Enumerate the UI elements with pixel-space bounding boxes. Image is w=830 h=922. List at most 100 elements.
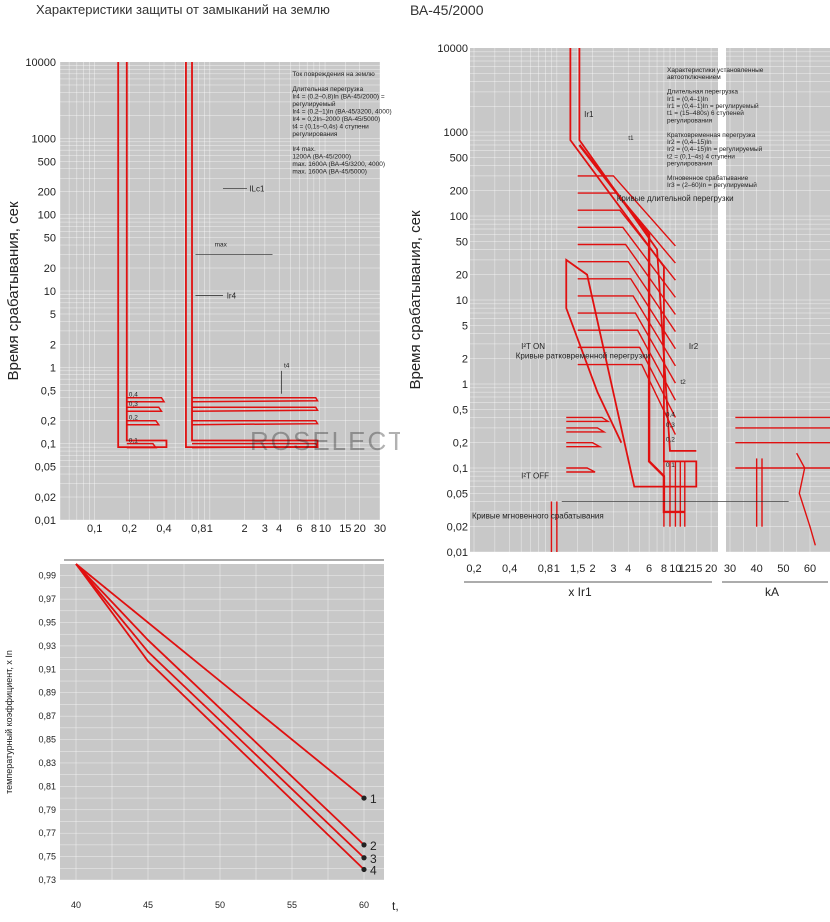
y-tick-label: 0,1 xyxy=(41,439,56,451)
x-tick-label: 0,8 xyxy=(191,523,206,535)
legend-line: Ir2 = (0,4–15)In = регулируемый xyxy=(667,145,763,153)
legend-line: автоотключением xyxy=(667,74,721,81)
y-tick-label: 0,1 xyxy=(453,463,468,475)
annotation-ir2: Ir2 xyxy=(689,342,699,351)
step-label: 0,4 xyxy=(666,411,675,418)
y-tick-label: 1 xyxy=(462,379,468,391)
y-tick-label: 0,75 xyxy=(38,852,56,862)
long-step-curve xyxy=(577,243,676,315)
step-band-low xyxy=(126,442,158,449)
y-tick-label: 200 xyxy=(38,187,56,199)
x-tick-label: 20 xyxy=(354,523,366,535)
x-tick-label: 55 xyxy=(287,900,297,910)
y-tick-label: 10000 xyxy=(25,57,56,69)
step-label: 0,3 xyxy=(129,401,138,408)
y-tick-label: 0,83 xyxy=(38,758,56,768)
step-label: 0,2 xyxy=(666,437,675,444)
x-tick-label: 2 xyxy=(589,563,595,575)
y-tick-label: 0,5 xyxy=(453,404,468,416)
y-tick-label: 0,02 xyxy=(447,522,468,534)
x-tick-label-ka: 40 xyxy=(751,563,763,575)
y-tick-label: 100 xyxy=(450,211,468,223)
x-tick-label-ka: 30 xyxy=(724,563,736,575)
legend-line: регулируемый xyxy=(292,100,336,108)
x-axis-title: t, °C xyxy=(392,899,400,913)
y-tick-label: 0,01 xyxy=(447,547,468,559)
y-tick-label: 10 xyxy=(44,286,56,298)
x-tick-label: 0,2 xyxy=(122,523,137,535)
x-tick-label: 15 xyxy=(690,563,702,575)
short-step-left xyxy=(566,442,603,448)
y-tick-label: 0,85 xyxy=(38,735,56,745)
y-axis-title: температурный коэффициент, x In xyxy=(4,650,14,794)
series-endpoint xyxy=(361,842,367,848)
x-tick-label: 10 xyxy=(319,523,331,535)
series-label: 4 xyxy=(370,863,377,877)
annotation-t2: t2 xyxy=(680,379,686,386)
long-step-curve xyxy=(577,226,676,298)
long-overload-inner xyxy=(578,48,697,452)
step-label: 0,2 xyxy=(129,415,138,422)
y-tick-label: 0,02 xyxy=(35,492,56,504)
legend-line: 1200A (ВА-45/2000) xyxy=(292,154,351,161)
x-tick-label: 1,5 xyxy=(570,563,585,575)
legend-line: Ir3 = (2–60)In = регулируемый xyxy=(667,181,757,189)
legend-line: Мгновенное срабатывание xyxy=(667,174,749,182)
y-tick-label: 0,81 xyxy=(38,781,56,791)
series-label: 3 xyxy=(370,852,377,866)
step-label: 0,1 xyxy=(129,438,138,445)
y-tick-label: 50 xyxy=(456,236,468,248)
y-tick-label: 100 xyxy=(38,210,56,222)
x-tick-label: 4 xyxy=(625,563,631,575)
legend-line: Ir4 = (0,2–1)In (ВА-45/3200, 4000) xyxy=(292,109,391,116)
x-tick-label: 4 xyxy=(276,523,282,535)
series-label: 1 xyxy=(370,792,377,806)
y-tick-label: 0,87 xyxy=(38,711,56,721)
y-tick-label: 1 xyxy=(50,362,56,374)
annotation-long-curves: Кривые длительной перегрузки xyxy=(617,194,734,203)
y-tick-label: 5 xyxy=(50,309,56,321)
ground-fault-title: Характеристики защиты от замыканий на зе… xyxy=(36,2,330,17)
short-step-left xyxy=(566,416,611,423)
y-tick-label: 20 xyxy=(44,263,56,275)
y-tick-label: 0,97 xyxy=(38,594,56,604)
annotation-max: max xyxy=(215,242,228,249)
watermark: ROSELECTR xyxy=(250,426,400,456)
y-tick-label: 0,89 xyxy=(38,688,56,698)
y-tick-label: 0,95 xyxy=(38,618,56,628)
y-tick-label: 0,5 xyxy=(41,385,56,397)
annotation-short-curves: Кривые ратковременной перегрузки xyxy=(516,352,650,361)
x-tick-label: 3 xyxy=(610,563,616,575)
annotation-t4: t4 xyxy=(284,362,290,369)
step-label: 0,4 xyxy=(129,392,138,399)
y-tick-label: 0,99 xyxy=(38,571,56,581)
x-tick-label: 30 xyxy=(374,523,386,535)
x-tick-label: 60 xyxy=(359,900,369,910)
legend-line: t2 = (0,1–4s) 4 ступени xyxy=(667,153,735,160)
y-tick-label: 500 xyxy=(450,152,468,164)
x-tick-label: 50 xyxy=(215,900,225,910)
x-tick-label: 0,4 xyxy=(502,563,517,575)
legend-line: t1 = (15–480s) 6 ступеней xyxy=(667,109,744,117)
annotation-ir4: Ir4 xyxy=(227,291,237,300)
ba45-chart: 10000 1000 500 200 100 50 20 10 5 2 1 0,5 0,2 0,1 0,05… xyxy=(407,43,830,599)
legend-line: Ir1 = (0,4–1)In = регулируемый xyxy=(667,102,759,110)
x-tick-label: 2 xyxy=(241,523,247,535)
y-tick-label: 2 xyxy=(462,354,468,366)
legend-line: Ir4 max. xyxy=(292,146,316,153)
long-step-curve xyxy=(577,329,677,401)
curve-high-envelope xyxy=(185,62,319,449)
x-tick-label: 0,1 xyxy=(87,523,102,535)
section-divider xyxy=(718,48,726,552)
step-band-high xyxy=(192,406,319,412)
y-tick-label: 0,01 xyxy=(35,515,56,527)
y-tick-label: 20 xyxy=(456,270,468,282)
x-tick-label: 45 xyxy=(143,900,153,910)
x-axis-title: x Ir1 xyxy=(568,585,592,599)
x-tick-label: 0,4 xyxy=(156,523,171,535)
step-band-low xyxy=(126,396,166,403)
legend-line: t4 = (0,1s–0,4s) 4 ступени xyxy=(292,124,369,131)
y-tick-label: 2 xyxy=(50,339,56,351)
legend-line: max. 1600A (ВА-45/3200, 4000) xyxy=(292,161,385,168)
x-axis-title-ka: kA xyxy=(765,585,779,599)
